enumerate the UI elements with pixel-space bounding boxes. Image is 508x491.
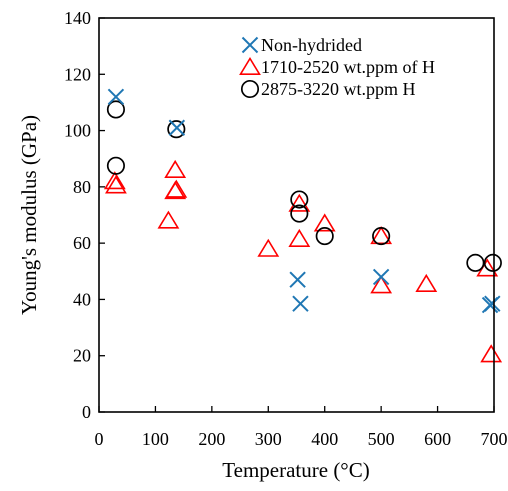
data-point-x	[484, 295, 501, 312]
x-axis-title: Temperature (°C)	[222, 458, 369, 482]
data-points	[103, 88, 503, 363]
data-point-triangle	[313, 213, 336, 232]
data-point-triangle	[288, 193, 311, 212]
y-tick-label: 20	[73, 346, 91, 366]
x-tick-label: 100	[142, 429, 169, 449]
legend-marker-triangle	[239, 56, 261, 76]
y-tick-label: 140	[64, 8, 91, 28]
y-tick-label: 100	[64, 121, 91, 141]
x-tick-label: 0	[95, 429, 104, 449]
y-tick-label: 60	[73, 233, 91, 253]
y-tick-label: 0	[82, 402, 91, 422]
data-point-triangle	[257, 238, 280, 257]
legend-label: Non-hydrided	[261, 35, 362, 55]
data-point-triangle	[157, 210, 180, 229]
data-point-triangle	[288, 228, 311, 247]
data-point-triangle	[370, 275, 393, 294]
y-tick-label: 40	[73, 289, 91, 309]
data-point-triangle	[165, 179, 188, 198]
data-point-circle	[106, 156, 125, 175]
y-tick-label: 80	[73, 177, 91, 197]
data-point-circle	[483, 253, 502, 272]
data-point-circle	[290, 204, 309, 223]
data-point-triangle	[370, 226, 393, 245]
data-point-x	[107, 88, 125, 106]
data-point-x	[292, 295, 309, 312]
data-point-triangle	[480, 344, 503, 363]
data-point-circle	[106, 100, 125, 119]
x-tick-label: 300	[255, 429, 282, 449]
y-axis-title: Young's modulus (GPa)	[17, 115, 41, 315]
x-tick-label: 500	[368, 429, 395, 449]
legend-marker-x	[241, 36, 259, 54]
legend-label: 2875-3220 wt.ppm H	[261, 79, 416, 99]
data-point-circle	[290, 190, 309, 209]
x-axis-ticks: 0 100 200 300 400 500 600 700	[95, 406, 508, 449]
data-point-x	[372, 268, 390, 286]
data-point-triangle	[164, 159, 187, 178]
x-tick-label: 600	[424, 429, 451, 449]
legend-marker-circle	[240, 79, 260, 99]
data-point-triangle	[103, 171, 126, 190]
data-point-x	[289, 271, 306, 288]
data-point-triangle	[105, 175, 127, 194]
data-point-circle	[466, 253, 485, 272]
x-tick-label: 200	[198, 429, 225, 449]
legend-label: 1710-2520 wt.ppm of H	[261, 57, 435, 77]
data-point-triangle	[415, 273, 438, 292]
data-point-circle	[167, 120, 186, 139]
x-tick-label: 400	[311, 429, 338, 449]
data-point-x	[168, 119, 186, 136]
y-tick-label: 120	[64, 64, 91, 84]
data-point-circle	[315, 227, 334, 246]
data-point-circle	[372, 227, 391, 246]
y-axis-ticks: 0 20 40 60 80 100 120 140	[64, 8, 105, 422]
plot-area-frame	[98, 17, 495, 413]
x-tick-label: 700	[481, 429, 508, 449]
